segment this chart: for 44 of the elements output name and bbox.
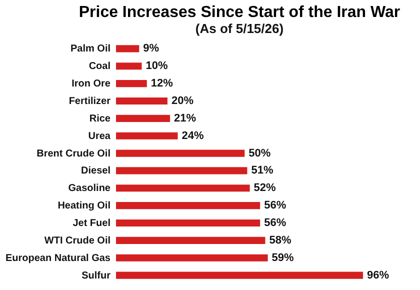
- data-label: 51%: [251, 164, 274, 177]
- y-tick-label: Sulfur: [82, 270, 111, 282]
- bar: [116, 202, 260, 210]
- bar: [116, 62, 142, 70]
- bar: [116, 132, 178, 140]
- bar: [116, 272, 363, 279]
- data-label: 50%: [248, 147, 271, 160]
- chart-subtitle: (As of 5/15/26): [195, 21, 284, 36]
- data-label: 96%: [367, 269, 390, 282]
- chart-title: Price Increases Since Start of the Iran War: [78, 4, 400, 21]
- bar: [116, 236, 266, 244]
- data-label: 59%: [272, 252, 294, 264]
- y-tick-label: Brent Crude Oil: [36, 148, 111, 160]
- data-label: 20%: [171, 95, 194, 107]
- data-label: 56%: [264, 217, 286, 229]
- y-tick-label: Palm Oil: [70, 44, 111, 55]
- y-tick-label: Iron Ore: [72, 78, 111, 90]
- bar: [116, 254, 268, 262]
- y-tick-label: Urea: [88, 130, 111, 142]
- bar: [116, 167, 248, 174]
- bar: [116, 219, 260, 227]
- y-tick-label: Fertilizer: [68, 96, 111, 107]
- data-label: 56%: [264, 200, 286, 212]
- y-tick-label: Coal: [88, 61, 111, 72]
- y-tick-label: Jet Fuel: [72, 218, 111, 229]
- bar: [116, 45, 140, 52]
- data-label: 10%: [146, 60, 168, 72]
- y-tick-label: Gasoline: [68, 183, 111, 194]
- y-tick-label: European Natural Gas: [5, 252, 111, 264]
- data-label: 12%: [150, 78, 174, 90]
- data-label: 52%: [254, 182, 276, 194]
- data-label: 58%: [269, 234, 292, 246]
- bar: [116, 114, 170, 122]
- bar: [116, 97, 168, 105]
- bar: [116, 184, 250, 192]
- y-tick-label: Heating Oil: [58, 200, 111, 212]
- y-tick-label: WTI Crude Oil: [44, 235, 111, 246]
- bar: [116, 80, 147, 88]
- data-label: 21%: [174, 112, 196, 124]
- y-tick-label: Diesel: [81, 166, 111, 177]
- data-label: 24%: [182, 130, 204, 142]
- bar: [116, 150, 245, 157]
- data-label: 9%: [143, 42, 160, 55]
- y-tick-label: Rice: [89, 113, 111, 124]
